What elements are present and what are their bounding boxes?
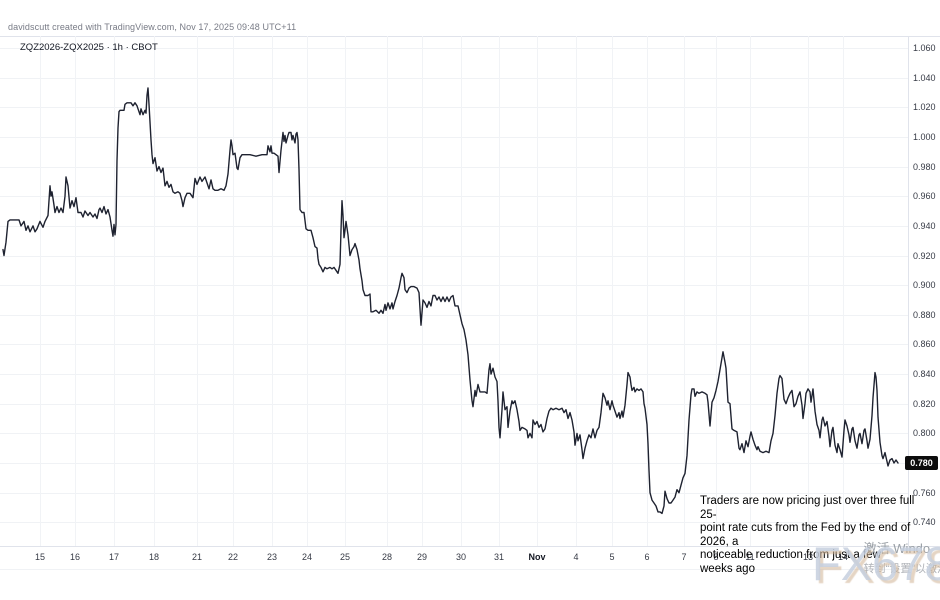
x-gridline: [345, 36, 346, 546]
x-axis-tick-label: 4: [573, 552, 579, 562]
windows-activation-text: 激活 Windo 转到“设置”以激活: [864, 538, 940, 576]
x-gridline: [197, 36, 198, 546]
x-gridline: [843, 36, 844, 546]
y-gridline: [0, 285, 908, 287]
x-axis-tick-label: 17: [108, 552, 120, 562]
x-gridline: [576, 36, 577, 546]
x-gridline: [750, 36, 751, 546]
x-gridline: [808, 36, 809, 546]
y-axis-tick-label: 1.020: [913, 102, 936, 113]
windows-activation-line1: 激活 Windo: [863, 541, 931, 556]
x-gridline: [716, 36, 717, 546]
y-axis-tick-label: 0.760: [913, 487, 936, 498]
x-gridline: [75, 36, 76, 546]
y-gridline: [0, 255, 908, 257]
y-gridline: [0, 107, 908, 109]
x-axis-tick-label: 11: [745, 552, 755, 562]
y-axis-tick-label: 0.980: [913, 161, 936, 172]
x-axis-tick-label: 6: [644, 552, 650, 562]
y-axis-tick-label: 0.900: [913, 280, 936, 291]
y-gridline: [0, 522, 908, 524]
y-gridline: [0, 314, 908, 316]
x-gridline: [307, 36, 308, 546]
y-axis-tick-label: 0.940: [913, 220, 936, 231]
y-gridline: [0, 48, 908, 49]
y-gridline: [0, 166, 908, 168]
annotation-text: Traders are now pricing just over three …: [700, 495, 915, 576]
y-axis-tick-label: 0.860: [913, 339, 936, 350]
y-axis-tick-label: 0.960: [913, 191, 936, 202]
y-axis-tick-label: 1.040: [913, 72, 936, 83]
price-axis[interactable]: 1.060 1.040 1.020 1.000 0.980 0.960 0.940 0.920…: [908, 36, 940, 546]
x-gridline: [647, 36, 648, 546]
y-axis-tick-label: 0.800: [913, 428, 936, 439]
y-gridline: [0, 403, 908, 405]
price-line: [2, 87, 899, 515]
x-gridline: [612, 36, 613, 546]
y-gridline: [0, 77, 908, 79]
y-axis-tick-label: 0.820: [913, 398, 936, 409]
x-axis-tick-label: 30: [455, 552, 467, 562]
annotation-line: noticeable reduction from just a few wee…: [700, 549, 881, 575]
x-gridline: [114, 36, 115, 546]
price-line-plot: [2, 87, 899, 515]
y-gridline: [0, 136, 908, 138]
y-axis-tick-label: 1.060: [913, 43, 936, 53]
x-gridline: [387, 36, 388, 546]
y-gridline: [0, 225, 908, 227]
x-gridline: [461, 36, 462, 546]
x-axis-tick-label: 23: [266, 552, 278, 562]
x-axis-tick-label: 14: [837, 552, 849, 562]
x-gridline: [154, 36, 155, 546]
x-axis-tick-label: 18: [148, 552, 160, 562]
y-axis-tick-label: 0.840: [913, 369, 936, 380]
x-axis-tick-label: Nov: [528, 552, 546, 562]
x-axis-tick-label: 28: [381, 552, 393, 562]
y-axis-tick-label: 0.740: [913, 517, 936, 528]
x-axis-tick-label: 29: [416, 552, 428, 562]
x-axis-tick-label: 24: [301, 552, 313, 562]
y-gridline: [0, 374, 908, 376]
x-axis-tick-label: 5: [609, 552, 615, 562]
chart-canvas[interactable]: [0, 36, 908, 546]
y-axis-tick-label: 0.920: [913, 250, 936, 261]
y-axis-tick-label: 1.000: [913, 131, 936, 142]
y-gridline: [0, 344, 908, 346]
x-axis-tick-label: 31: [493, 552, 505, 562]
x-gridline: [233, 36, 234, 546]
x-axis-tick-label: 15: [34, 552, 46, 562]
chart-attribution: davidscutt created with TradingView.com,…: [8, 22, 297, 32]
x-axis-tick-label: 8: [713, 552, 719, 562]
y-gridline: [0, 433, 908, 435]
x-gridline: [422, 36, 423, 546]
x-axis-tick-label: 7: [681, 552, 687, 562]
x-gridline: [272, 36, 273, 546]
annotation-line: Traders are now pricing just over three …: [700, 495, 915, 521]
x-gridline: [499, 36, 500, 546]
x-axis-tick-label: 21: [191, 552, 203, 562]
y-axis-tick-label: 0.880: [913, 309, 936, 320]
symbol-legend[interactable]: ZQZ2026-ZQX2025 · 1h · CBOT: [20, 42, 158, 53]
y-gridline: [0, 196, 908, 198]
last-price-badge: 0.780: [905, 456, 938, 470]
windows-activation-line2: 转到“设置”以激活: [863, 563, 940, 575]
header-divider: [0, 36, 940, 37]
time-axis[interactable]: 15 16 17 18 21 22 23 24 25 28 29 30 31 Nov 4 5 6 7 8 11 13 14: [0, 546, 940, 569]
y-gridline: [0, 463, 908, 464]
fx678-watermark: FX678: [812, 537, 940, 590]
annotation-line: point rate cuts from the Fed by the end …: [700, 522, 911, 548]
x-gridline: [684, 36, 685, 546]
bottom-divider: [0, 569, 940, 570]
x-axis-tick-label: 16: [69, 552, 81, 562]
x-axis-tick-label: 22: [227, 552, 239, 562]
y-gridline: [0, 492, 908, 494]
x-axis-tick-label: 13: [802, 552, 814, 562]
x-gridline: [537, 36, 538, 546]
x-gridline: [40, 36, 41, 546]
x-axis-tick-label: 25: [339, 552, 351, 562]
